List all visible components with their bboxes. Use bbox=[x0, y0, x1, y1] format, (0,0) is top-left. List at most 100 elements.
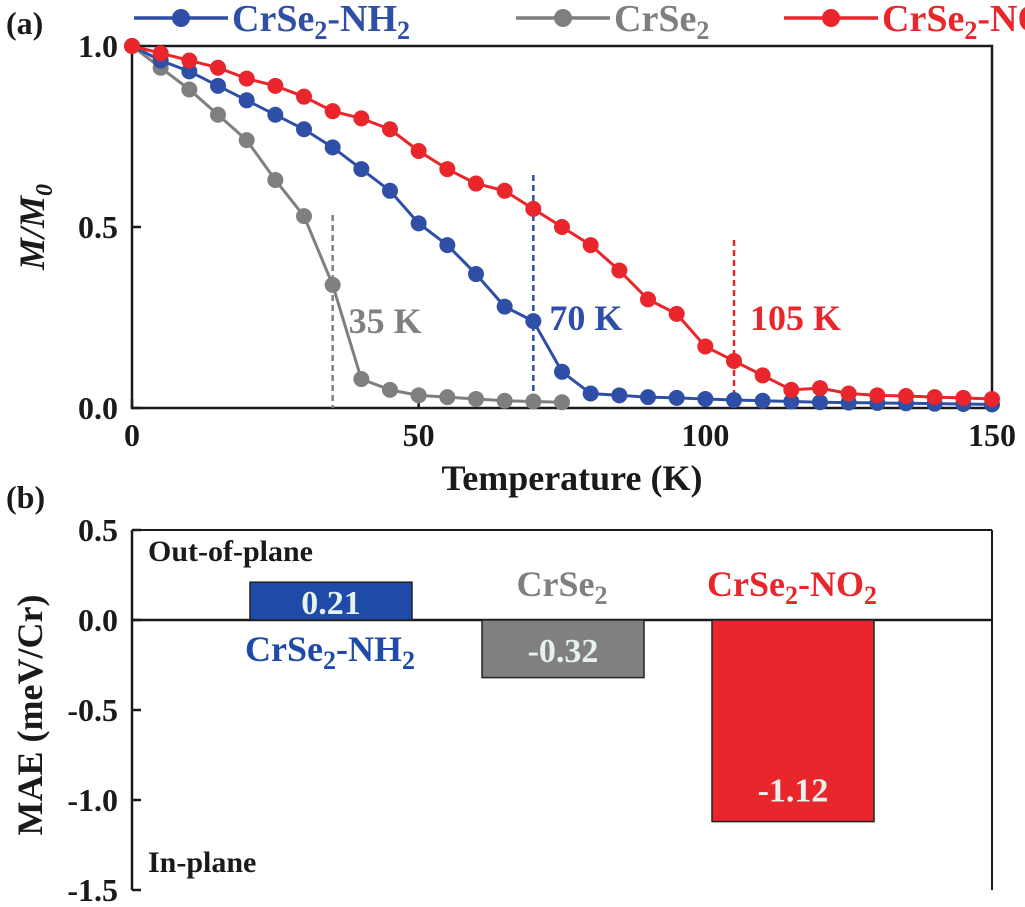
data-point bbox=[640, 291, 656, 308]
data-point bbox=[984, 390, 1000, 407]
data-point bbox=[324, 139, 341, 156]
bar bbox=[481, 619, 645, 679]
data-point bbox=[726, 352, 742, 369]
data-point bbox=[869, 387, 886, 404]
data-point bbox=[324, 276, 341, 293]
data-point bbox=[812, 394, 828, 411]
bar-value-label: 0.21 bbox=[301, 585, 361, 622]
data-point bbox=[152, 45, 169, 62]
data-point bbox=[640, 389, 656, 406]
data-point bbox=[468, 266, 484, 283]
data-point bbox=[353, 110, 370, 127]
data-point bbox=[382, 381, 398, 398]
data-point bbox=[296, 208, 312, 225]
y-axis-title: M/M0 bbox=[12, 184, 58, 271]
data-point bbox=[611, 387, 628, 404]
y-tick-label: 0.5 bbox=[78, 512, 118, 548]
data-point bbox=[439, 237, 456, 254]
region-label-in-plane: In-plane bbox=[148, 846, 256, 879]
data-point bbox=[267, 171, 284, 188]
legend-label: CrSe2-NH2 bbox=[232, 0, 410, 45]
x-axis-title: Temperature (K) bbox=[442, 458, 703, 498]
data-point bbox=[525, 313, 542, 330]
data-point bbox=[124, 38, 140, 54]
tc-label: 105 K bbox=[750, 298, 841, 338]
data-point bbox=[439, 161, 456, 178]
data-point bbox=[238, 70, 255, 87]
data-point bbox=[496, 298, 513, 315]
data-point bbox=[382, 121, 398, 138]
data-point bbox=[783, 381, 800, 398]
data-point bbox=[697, 338, 714, 355]
panel-label-b: (b) bbox=[6, 479, 45, 515]
x-tick-label: 0 bbox=[124, 417, 140, 453]
data-point bbox=[496, 182, 513, 199]
y-tick-label: 1.0 bbox=[78, 28, 118, 64]
data-point bbox=[410, 142, 427, 159]
x-tick-label: 100 bbox=[681, 417, 729, 453]
legend-label: CrSe2 bbox=[614, 0, 709, 45]
data-point bbox=[210, 59, 226, 76]
data-point bbox=[898, 388, 914, 405]
data-point bbox=[296, 121, 312, 138]
data-point bbox=[783, 393, 800, 410]
data-point bbox=[238, 92, 255, 109]
x-tick-label: 150 bbox=[968, 417, 1016, 453]
data-point bbox=[754, 367, 771, 384]
data-point bbox=[267, 77, 284, 94]
region-label-out-of-plane: Out-of-plane bbox=[148, 535, 313, 568]
data-point bbox=[468, 175, 484, 192]
y-tick-label: -1.0 bbox=[67, 782, 118, 818]
data-point bbox=[697, 390, 714, 407]
data-point bbox=[296, 88, 312, 105]
data-point bbox=[668, 389, 685, 406]
y-tick-label: -0.5 bbox=[67, 692, 118, 728]
y-tick-label: 0.5 bbox=[78, 209, 118, 245]
data-point bbox=[353, 161, 370, 178]
data-point bbox=[267, 106, 284, 123]
data-point bbox=[926, 389, 943, 406]
data-point bbox=[525, 393, 542, 410]
bar bbox=[249, 581, 413, 621]
legend-label: CrSe2-NO2 bbox=[882, 0, 1025, 45]
y-tick-label: 0.0 bbox=[78, 602, 118, 638]
panel-a-line-chart: 0 50 100 150 0.0 0.5 1.0 Temperature (K) M/M0 (a)… bbox=[6, 0, 1025, 498]
panel-label-a: (a) bbox=[6, 5, 43, 41]
legend-marker bbox=[822, 9, 840, 27]
data-point bbox=[812, 380, 828, 397]
legend-marker bbox=[172, 9, 190, 27]
legend-marker bbox=[554, 9, 572, 27]
data-point bbox=[181, 52, 198, 69]
data-point bbox=[611, 262, 628, 279]
data-point bbox=[726, 392, 742, 409]
tc-label: 70 K bbox=[549, 298, 622, 338]
y-tick-label: -1.5 bbox=[67, 872, 118, 907]
tc-label: 35 K bbox=[349, 301, 422, 341]
data-point bbox=[554, 219, 570, 235]
bar-category-label: CrSe2 bbox=[517, 564, 608, 610]
data-point bbox=[439, 389, 456, 406]
bar bbox=[711, 619, 875, 823]
data-point bbox=[410, 215, 427, 232]
data-point bbox=[554, 363, 570, 380]
y-tick-label: 0.0 bbox=[78, 390, 118, 426]
series-line bbox=[131, 44, 563, 404]
data-point bbox=[582, 385, 599, 402]
data-point bbox=[468, 390, 484, 407]
data-point bbox=[382, 182, 398, 199]
data-point bbox=[210, 77, 226, 94]
panel-b-bar-chart: 0.5 0.0 -0.5 -1.0 -1.5 MAE (meV/Cr) (b) Out-of-… bbox=[6, 479, 993, 907]
data-point bbox=[353, 371, 370, 388]
data-point bbox=[181, 81, 198, 98]
data-point bbox=[955, 389, 972, 406]
bar-value-label: -0.32 bbox=[528, 633, 599, 670]
bar-value-label: -1.12 bbox=[758, 773, 829, 810]
x-tick-label: 50 bbox=[403, 417, 435, 453]
y-axis-title: MAE (meV/Cr) bbox=[10, 595, 50, 836]
data-point bbox=[324, 103, 341, 120]
data-point bbox=[582, 237, 599, 254]
data-point bbox=[554, 394, 570, 411]
data-point bbox=[410, 387, 427, 404]
data-point bbox=[238, 132, 255, 149]
